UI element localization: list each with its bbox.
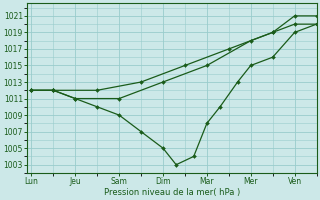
X-axis label: Pression niveau de la mer( hPa ): Pression niveau de la mer( hPa ): [104, 188, 240, 197]
